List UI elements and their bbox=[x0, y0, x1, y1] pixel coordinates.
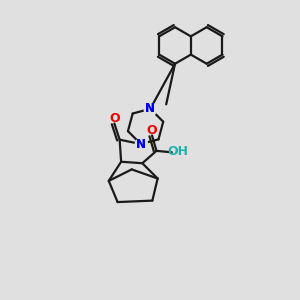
Text: O: O bbox=[109, 112, 120, 125]
Text: N: N bbox=[145, 102, 155, 115]
Text: OH: OH bbox=[168, 145, 189, 158]
Text: N: N bbox=[136, 138, 146, 151]
Text: N: N bbox=[136, 138, 146, 151]
Text: N: N bbox=[145, 102, 155, 115]
Text: O: O bbox=[147, 124, 158, 137]
